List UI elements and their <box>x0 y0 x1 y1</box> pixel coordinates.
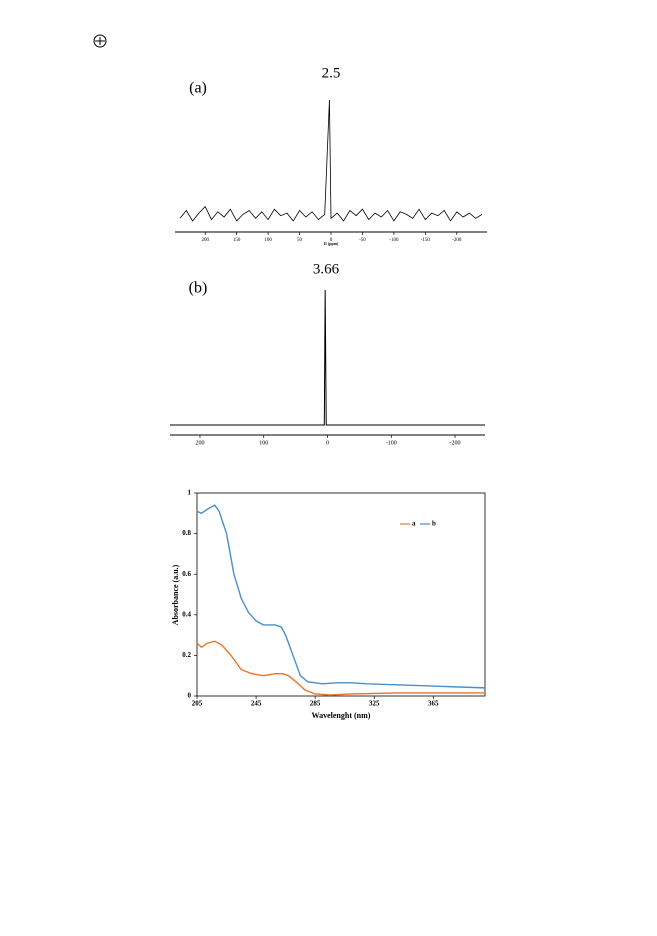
x-tick-label: -50 <box>359 238 366 243</box>
x-tick-label: -200 <box>452 238 462 243</box>
x-tick-label: 0 <box>326 440 329 446</box>
series-line <box>170 289 485 426</box>
panel-label: (a) <box>189 80 207 97</box>
legend-label: a <box>412 520 416 528</box>
x-tick-label: 200 <box>195 440 204 446</box>
x-tick-label: 150 <box>233 238 241 243</box>
x-tick-label: -100 <box>389 238 399 243</box>
y-tick-label: 0.6 <box>182 570 191 578</box>
x-tick-label: 50 <box>297 238 303 243</box>
y-tick-label: 0.2 <box>182 651 191 659</box>
x-tick-label: 245 <box>251 700 262 708</box>
legend-label: b <box>432 520 436 528</box>
peak-label: 3.66 <box>313 261 340 277</box>
x-tick-label: 0 <box>330 238 333 243</box>
x-axis-label: Wavelenght (nm) <box>312 711 371 720</box>
y-tick-label: 0.8 <box>182 529 191 537</box>
x-tick-label: -200 <box>450 440 461 446</box>
page-icon <box>93 34 107 48</box>
x-tick-label: 325 <box>369 700 380 708</box>
x-tick-label: -100 <box>386 440 397 446</box>
x-tick-label: 205 <box>192 700 203 708</box>
x-tick-label: 100 <box>259 440 268 446</box>
x-tick-label: 100 <box>264 238 272 243</box>
peak-label: 2.5 <box>322 65 341 81</box>
y-axis-label: Absorbance (a.u.) <box>171 564 180 625</box>
x-tick-label: 365 <box>428 700 439 708</box>
x-tick-label: 200 <box>201 238 209 243</box>
series-line <box>196 504 486 689</box>
x-tick-label: -150 <box>421 238 431 243</box>
y-tick-label: 0 <box>188 692 192 700</box>
x-tick-label: 285 <box>310 700 321 708</box>
panel-label: (b) <box>189 280 208 297</box>
plot-frame <box>196 492 486 697</box>
series-line <box>179 99 483 222</box>
series-line <box>196 640 485 696</box>
y-tick-label: 1 <box>188 489 192 497</box>
y-tick-label: 0.4 <box>182 610 191 618</box>
x-axis-label: f1 (ppm) <box>324 241 339 246</box>
